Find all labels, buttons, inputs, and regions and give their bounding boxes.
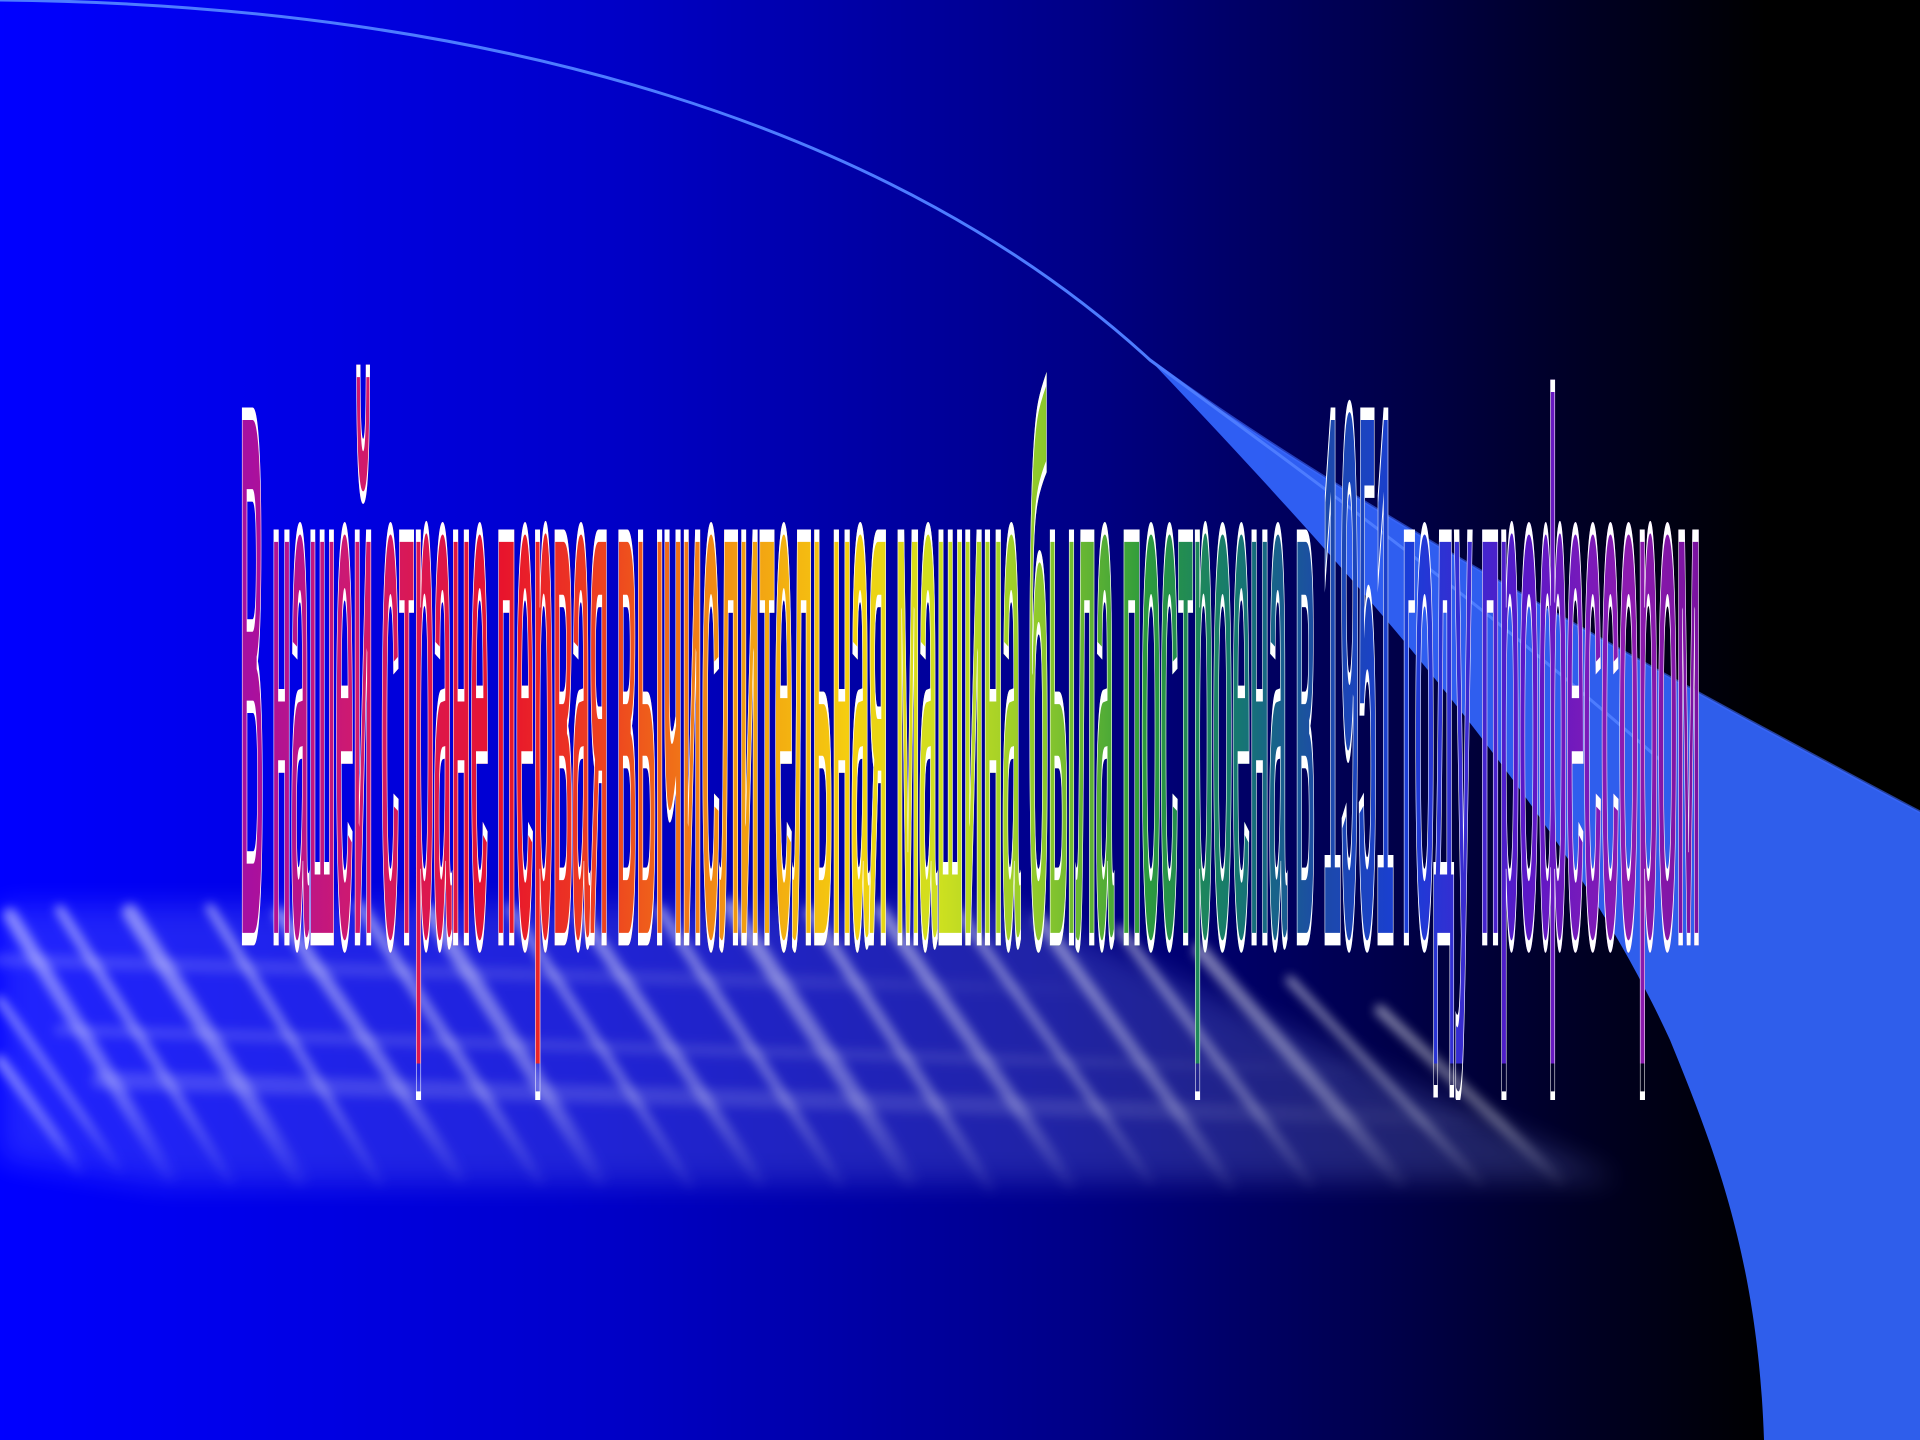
swoosh-shape <box>1150 360 1920 1440</box>
light-streaks <box>0 898 1620 1192</box>
swoosh-arc <box>0 0 1661 762</box>
slide-headline: В нашей стране первая вычислительная маш… <box>240 300 1720 1100</box>
headline-text: В нашей стране первая вычислительная маш… <box>240 300 1701 1100</box>
